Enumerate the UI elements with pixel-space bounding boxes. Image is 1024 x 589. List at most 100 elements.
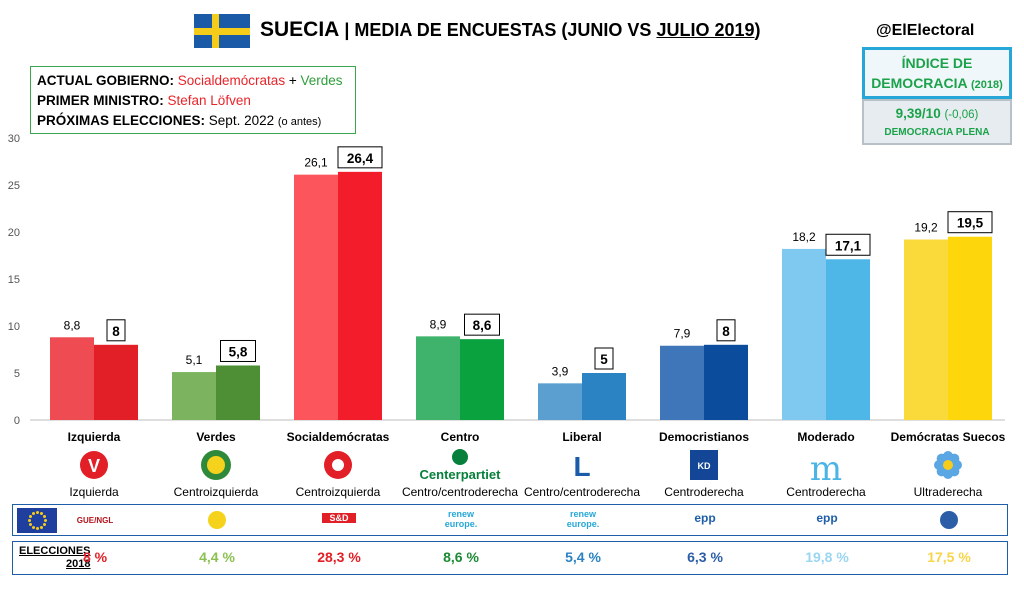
eu-group-emblem-icon bbox=[940, 511, 958, 529]
eu-group-logo: epp bbox=[694, 511, 716, 525]
data-label-july: 8 bbox=[112, 324, 120, 339]
elections-date: Sept. 2022 bbox=[208, 113, 275, 128]
democracy-title-line1: ÍNDICE DE bbox=[901, 55, 973, 71]
bar-july-4 bbox=[582, 373, 626, 420]
eu-star-icon bbox=[42, 523, 46, 526]
eu-star-icon bbox=[32, 525, 35, 529]
elections-2018-label-line1: ELECCIONES bbox=[19, 545, 91, 557]
democracy-year: (2018) bbox=[971, 79, 1003, 91]
page-title: SUECIA | MEDIA DE ENCUESTAS (JUNIO VS JU… bbox=[260, 18, 761, 42]
party-ideology: Ultraderecha bbox=[914, 485, 983, 499]
bar-june-3 bbox=[416, 336, 460, 420]
title-suffix: ) bbox=[754, 20, 761, 40]
bar-july-6 bbox=[826, 259, 870, 420]
bar-june-0 bbox=[50, 337, 94, 420]
data-label-july: 5,8 bbox=[229, 344, 248, 359]
election-2018-value: 28,3 % bbox=[317, 549, 361, 565]
data-label-july: 8,6 bbox=[473, 318, 492, 333]
clover-icon: Centerpartiet bbox=[420, 449, 501, 482]
logo-text: m bbox=[810, 449, 842, 489]
logo-square bbox=[690, 450, 718, 480]
bar-june-4 bbox=[538, 383, 582, 420]
eu-star-icon bbox=[42, 515, 46, 518]
bar-july-1 bbox=[216, 365, 260, 420]
eu-star-icon bbox=[28, 519, 31, 522]
twitter-handle: @ElElectoral bbox=[876, 22, 975, 39]
logo-petal bbox=[949, 453, 960, 464]
party-name: Centro bbox=[441, 430, 480, 444]
title-country: SUECIA bbox=[260, 18, 340, 41]
elections-2018-row: ELECCIONES 2018 8 % 4,4 % 28,3 % 8,6 % 5,4 %… bbox=[12, 541, 1008, 575]
y-tick-label: 0 bbox=[14, 415, 20, 427]
data-label-june: 26,1 bbox=[304, 156, 328, 170]
data-label-box bbox=[825, 233, 871, 256]
eu-group-logo: S&D bbox=[322, 513, 356, 523]
data-label-june: 7,9 bbox=[674, 327, 691, 341]
bar-july-7 bbox=[948, 236, 992, 420]
data-label-june: 19,2 bbox=[914, 221, 938, 235]
election-2018-value: 8,6 % bbox=[443, 549, 479, 565]
party-name: Democristianos bbox=[659, 430, 749, 444]
eu-group-logo: GUE/NGL bbox=[76, 516, 114, 525]
eu-group-row: GUE/NGL S&D renew europe. renew europe. epp e… bbox=[12, 504, 1008, 536]
y-tick-label: 5 bbox=[14, 368, 20, 380]
democracy-index-title: ÍNDICE DE DEMOCRACIA (2018) bbox=[862, 47, 1012, 99]
gov-label: ACTUAL GOBIERNO: bbox=[37, 73, 174, 88]
elections-line: PRÓXIMAS ELECCIONES: Sept. 2022 (o antes… bbox=[37, 111, 349, 132]
party-name: Socialdemócratas bbox=[287, 430, 390, 444]
red-v-icon: V bbox=[80, 451, 108, 479]
party-name: Moderado bbox=[797, 430, 854, 444]
data-label-box bbox=[464, 313, 500, 336]
eu-group-logo: renew europe. bbox=[566, 509, 600, 529]
election-2018-value: 4,4 % bbox=[199, 549, 235, 565]
sweden-flag-icon bbox=[194, 14, 250, 48]
bar-july-3 bbox=[460, 339, 504, 420]
logo-clover bbox=[452, 449, 468, 465]
eu-group-logo: renew europe. bbox=[444, 509, 478, 529]
title-separator: | bbox=[339, 20, 355, 40]
y-tick-label: 15 bbox=[8, 274, 20, 286]
data-label-june: 8,8 bbox=[64, 318, 81, 332]
party-name: Liberal bbox=[562, 430, 601, 444]
party-ideology: Izquierda bbox=[69, 485, 119, 499]
logo-sun bbox=[207, 456, 225, 474]
title-prefix: MEDIA DE ENCUESTAS (JUNIO VS bbox=[354, 20, 657, 40]
party-ideology: Centroizquierda bbox=[174, 485, 259, 499]
party-ideology: Centro/centroderecha bbox=[402, 485, 518, 499]
party-name: Izquierda bbox=[68, 430, 121, 444]
data-label-june: 5,1 bbox=[186, 353, 203, 367]
logo-rose-center bbox=[332, 459, 344, 471]
bar-june-2 bbox=[294, 174, 338, 420]
data-label-box bbox=[716, 319, 736, 342]
header: SUECIA | MEDIA DE ENCUESTAS (JUNIO VS JU… bbox=[0, 14, 1024, 54]
logo-text: L bbox=[573, 451, 590, 482]
party-name: Demócratas Suecos bbox=[891, 430, 1006, 444]
gov-party-2: Verdes bbox=[300, 73, 343, 88]
bar-june-6 bbox=[782, 248, 826, 420]
party-ideology: Centroizquierda bbox=[296, 485, 381, 499]
party-ideology: Centroderecha bbox=[664, 485, 744, 499]
logo-text: V bbox=[88, 456, 100, 476]
bar-july-0 bbox=[94, 344, 138, 420]
party-ideology: Centroderecha bbox=[786, 485, 866, 499]
sun-flower-icon bbox=[201, 450, 231, 480]
red-rose-icon bbox=[324, 451, 352, 479]
kd-square-icon: KD bbox=[690, 450, 718, 480]
party-name: Verdes bbox=[196, 430, 236, 444]
data-label-box bbox=[220, 339, 256, 362]
gov-line: ACTUAL GOBIERNO: Socialdemócratas + Verd… bbox=[37, 71, 349, 91]
eu-star-icon bbox=[40, 512, 43, 516]
election-2018-value: 19,8 % bbox=[805, 549, 849, 565]
gov-plus: + bbox=[285, 73, 301, 88]
democracy-title-line2: DEMOCRACIA bbox=[871, 75, 968, 91]
logo-flower-center bbox=[943, 460, 953, 470]
democracy-change: (-0,06) bbox=[944, 109, 979, 121]
data-label-june: 18,2 bbox=[792, 230, 816, 244]
pm-label: PRIMER MINISTRO: bbox=[37, 93, 164, 108]
logo-text: KD bbox=[698, 461, 711, 471]
eu-star-icon bbox=[29, 523, 33, 526]
data-label-july: 19,5 bbox=[957, 216, 984, 231]
l-letter-icon: L bbox=[573, 451, 590, 482]
eu-flag-icon bbox=[17, 508, 57, 533]
data-label-box bbox=[594, 347, 614, 370]
